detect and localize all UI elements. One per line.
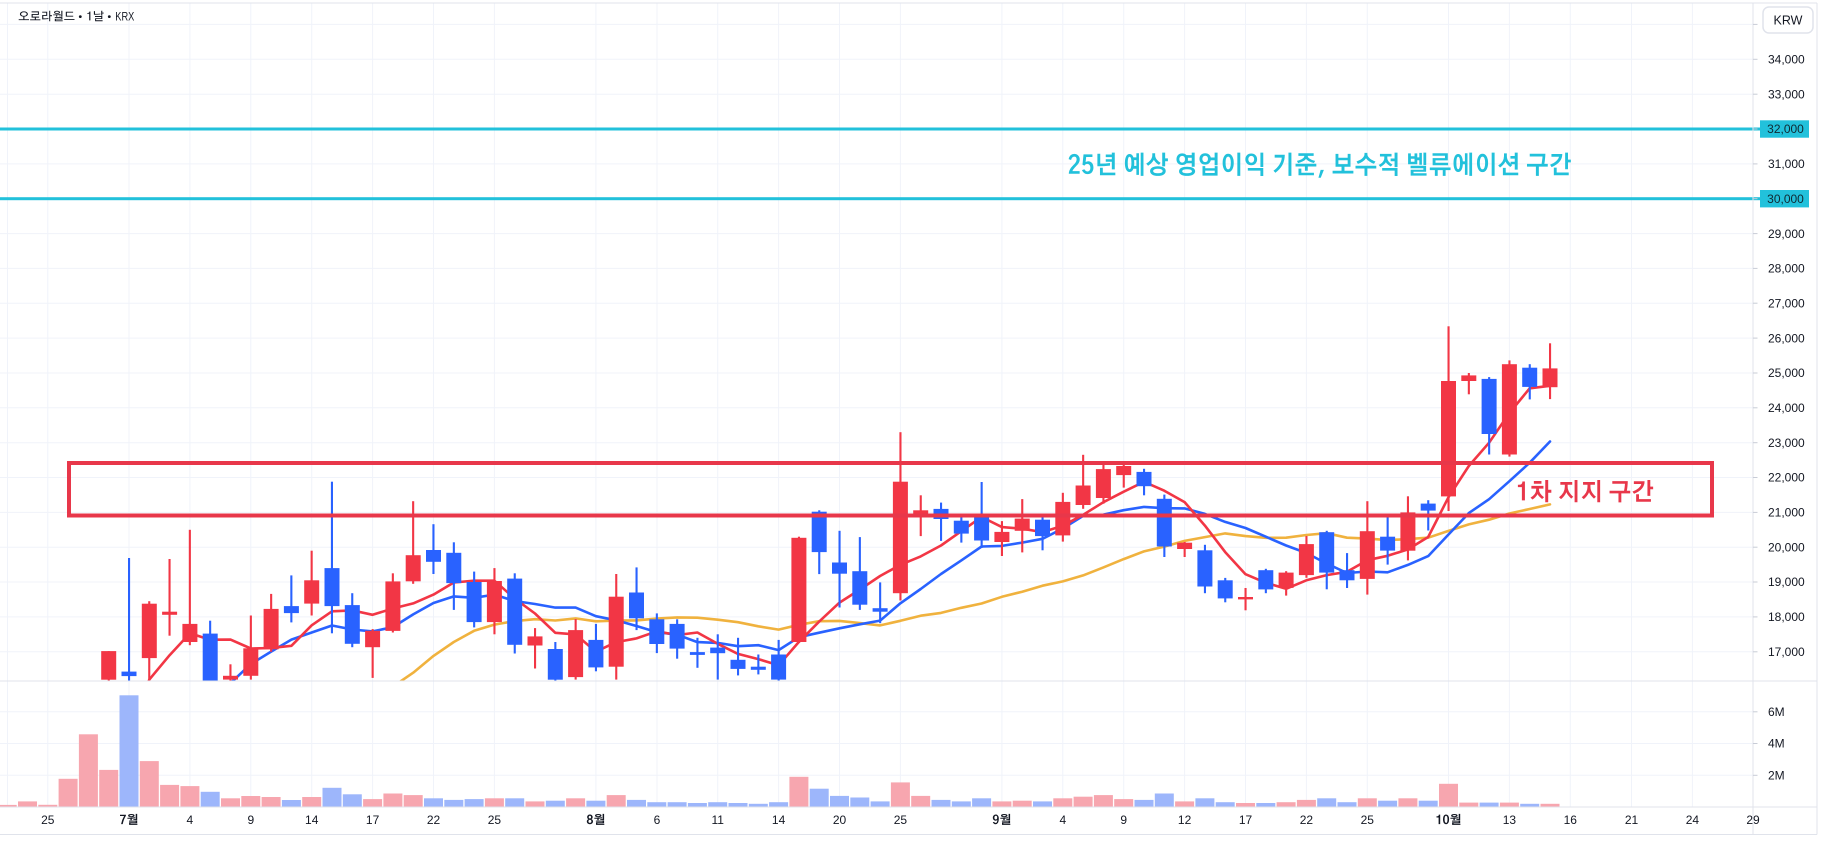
svg-text:6M: 6M <box>1768 705 1785 719</box>
svg-text:17: 17 <box>366 813 380 827</box>
svg-text:12: 12 <box>1178 813 1192 827</box>
svg-text:2M: 2M <box>1768 769 1785 783</box>
svg-text:32,000: 32,000 <box>1767 122 1804 136</box>
svg-text:25: 25 <box>41 813 55 827</box>
svg-text:28,000: 28,000 <box>1768 262 1805 276</box>
svg-text:29,000: 29,000 <box>1768 227 1805 241</box>
svg-text:13: 13 <box>1503 813 1517 827</box>
svg-text:26,000: 26,000 <box>1768 331 1805 345</box>
svg-text:14: 14 <box>772 813 786 827</box>
svg-text:KRW: KRW <box>1774 14 1803 28</box>
svg-text:25: 25 <box>1361 813 1375 827</box>
svg-text:11: 11 <box>711 813 724 827</box>
svg-text:27,000: 27,000 <box>1768 296 1805 310</box>
svg-text:29: 29 <box>1746 813 1760 827</box>
svg-text:KRX: KRX <box>115 9 134 23</box>
svg-text:17: 17 <box>1239 813 1253 827</box>
svg-text:24: 24 <box>1686 813 1700 827</box>
svg-text:9: 9 <box>1120 813 1127 827</box>
svg-text:16: 16 <box>1564 813 1578 827</box>
svg-text:19,000: 19,000 <box>1768 575 1805 589</box>
svg-text:22: 22 <box>1300 813 1314 827</box>
svg-text:6: 6 <box>654 813 661 827</box>
svg-text:31,000: 31,000 <box>1768 157 1805 171</box>
svg-text:33,000: 33,000 <box>1768 87 1805 101</box>
svg-text:25: 25 <box>488 813 502 827</box>
svg-text:24,000: 24,000 <box>1768 401 1805 415</box>
svg-text:20: 20 <box>833 813 847 827</box>
svg-text:22: 22 <box>427 813 441 827</box>
svg-text:23,000: 23,000 <box>1768 436 1805 450</box>
svg-text:21,000: 21,000 <box>1768 506 1805 520</box>
svg-text:4M: 4M <box>1768 737 1785 751</box>
svg-text:4: 4 <box>187 813 194 827</box>
svg-text:30,000: 30,000 <box>1767 192 1804 206</box>
svg-text:17,000: 17,000 <box>1768 645 1805 659</box>
svg-text:4: 4 <box>1059 813 1066 827</box>
svg-text:14: 14 <box>305 813 319 827</box>
svg-text:20,000: 20,000 <box>1768 540 1805 554</box>
svg-text:21: 21 <box>1625 813 1639 827</box>
svg-text:25,000: 25,000 <box>1768 366 1805 380</box>
svg-text:25: 25 <box>894 813 908 827</box>
svg-text:18,000: 18,000 <box>1768 610 1805 624</box>
svg-text:9: 9 <box>247 813 254 827</box>
svg-text:34,000: 34,000 <box>1768 53 1805 67</box>
svg-text:22,000: 22,000 <box>1768 471 1805 485</box>
